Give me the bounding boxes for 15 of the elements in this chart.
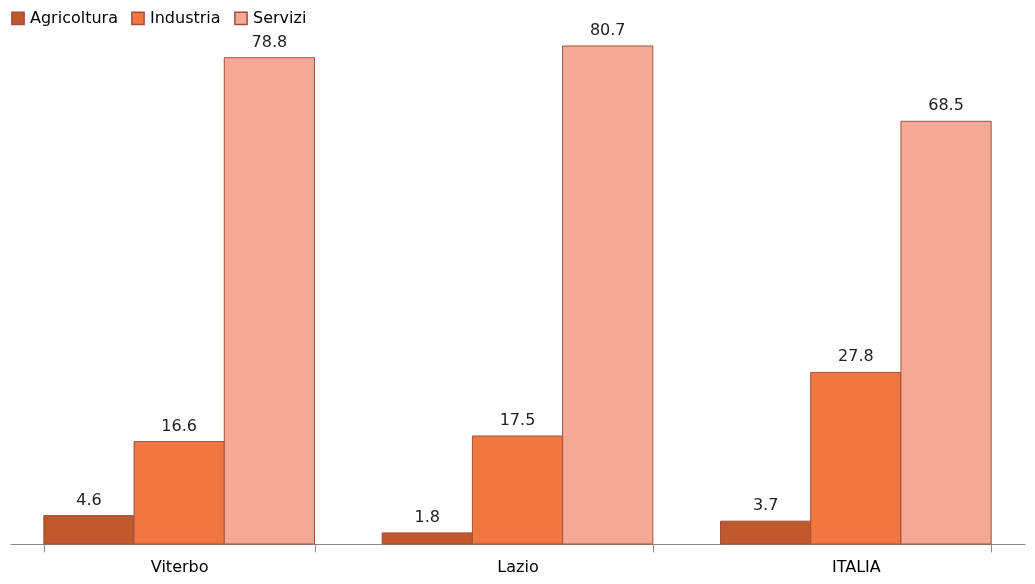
x-tick-label: Viterbo xyxy=(150,556,209,576)
data-label: 3.7 xyxy=(752,495,779,515)
data-label: 78.8 xyxy=(251,31,288,51)
legend-label: Agricoltura xyxy=(30,8,118,28)
legend-label: Industria xyxy=(150,8,221,28)
data-label: 27.8 xyxy=(838,346,874,366)
legend-label: Servizi xyxy=(253,8,307,28)
data-label: 4.6 xyxy=(76,489,102,509)
data-label: 17.5 xyxy=(499,410,536,430)
data-label: 80.7 xyxy=(589,20,626,39)
x-tick-label: ITALIA xyxy=(831,556,881,576)
x-tick-label: Lazio xyxy=(497,556,539,576)
data-label: 68.5 xyxy=(928,95,964,115)
data-label: 1.8 xyxy=(414,506,440,526)
data-label: 16.6 xyxy=(161,415,197,435)
